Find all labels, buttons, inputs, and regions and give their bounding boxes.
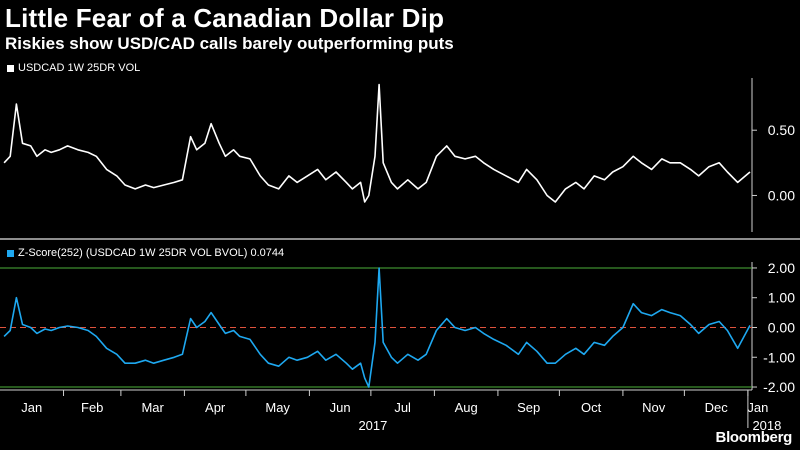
- x-month-label: Jan: [747, 400, 768, 415]
- bottom-panel-y-tick-label: 2.00: [768, 260, 795, 276]
- x-month-label: Jul: [394, 400, 411, 415]
- x-month-label: Jan: [21, 400, 42, 415]
- bloomberg-logo: Bloomberg: [715, 429, 793, 446]
- bottom-panel-legend: Z-Score(252) (USDCAD 1W 25DR VOL BVOL) 0…: [7, 247, 284, 259]
- bottom-panel-y-tick-label: 1.00: [768, 290, 795, 306]
- blue-legend-swatch: [7, 249, 14, 257]
- x-year-label: 2018: [752, 418, 781, 433]
- bottom-panel-legend-label: Z-Score(252) (USDCAD 1W 25DR VOL BVOL) 0…: [18, 247, 285, 259]
- x-month-label: Feb: [81, 400, 103, 415]
- bottom-panel-series-line: [3, 267, 751, 388]
- x-month-label: Sep: [517, 400, 540, 415]
- top-panel-series-line: [3, 83, 751, 203]
- x-month-label: Apr: [205, 400, 226, 415]
- x-month-label: Oct: [581, 400, 602, 415]
- chart-subtitle: Riskies show USD/CAD calls barely outper…: [5, 34, 454, 53]
- chart-title: Little Fear of a Canadian Dollar Dip: [5, 3, 445, 33]
- x-month-label: Mar: [141, 400, 164, 415]
- x-month-label: Aug: [455, 400, 478, 415]
- top-panel-y-tick-label: 0.00: [768, 187, 795, 203]
- x-month-label: Jun: [330, 400, 351, 415]
- x-month-label: May: [265, 400, 290, 415]
- bottom-panel-y-tick-label: -1.00: [763, 349, 795, 365]
- x-month-label: Dec: [705, 400, 729, 415]
- top-panel-legend-label: USDCAD 1W 25DR VOL: [18, 62, 141, 74]
- bottom-panel-y-tick-label: 0.00: [768, 319, 795, 335]
- top-panel-y-tick-label: 0.50: [768, 122, 795, 138]
- white-legend-swatch: [7, 64, 14, 72]
- bottom-panel-y-tick-label: -2.00: [763, 379, 795, 395]
- x-month-label: Nov: [642, 400, 666, 415]
- top-panel-legend: USDCAD 1W 25DR VOL: [7, 62, 140, 74]
- x-year-label: 2017: [358, 418, 387, 433]
